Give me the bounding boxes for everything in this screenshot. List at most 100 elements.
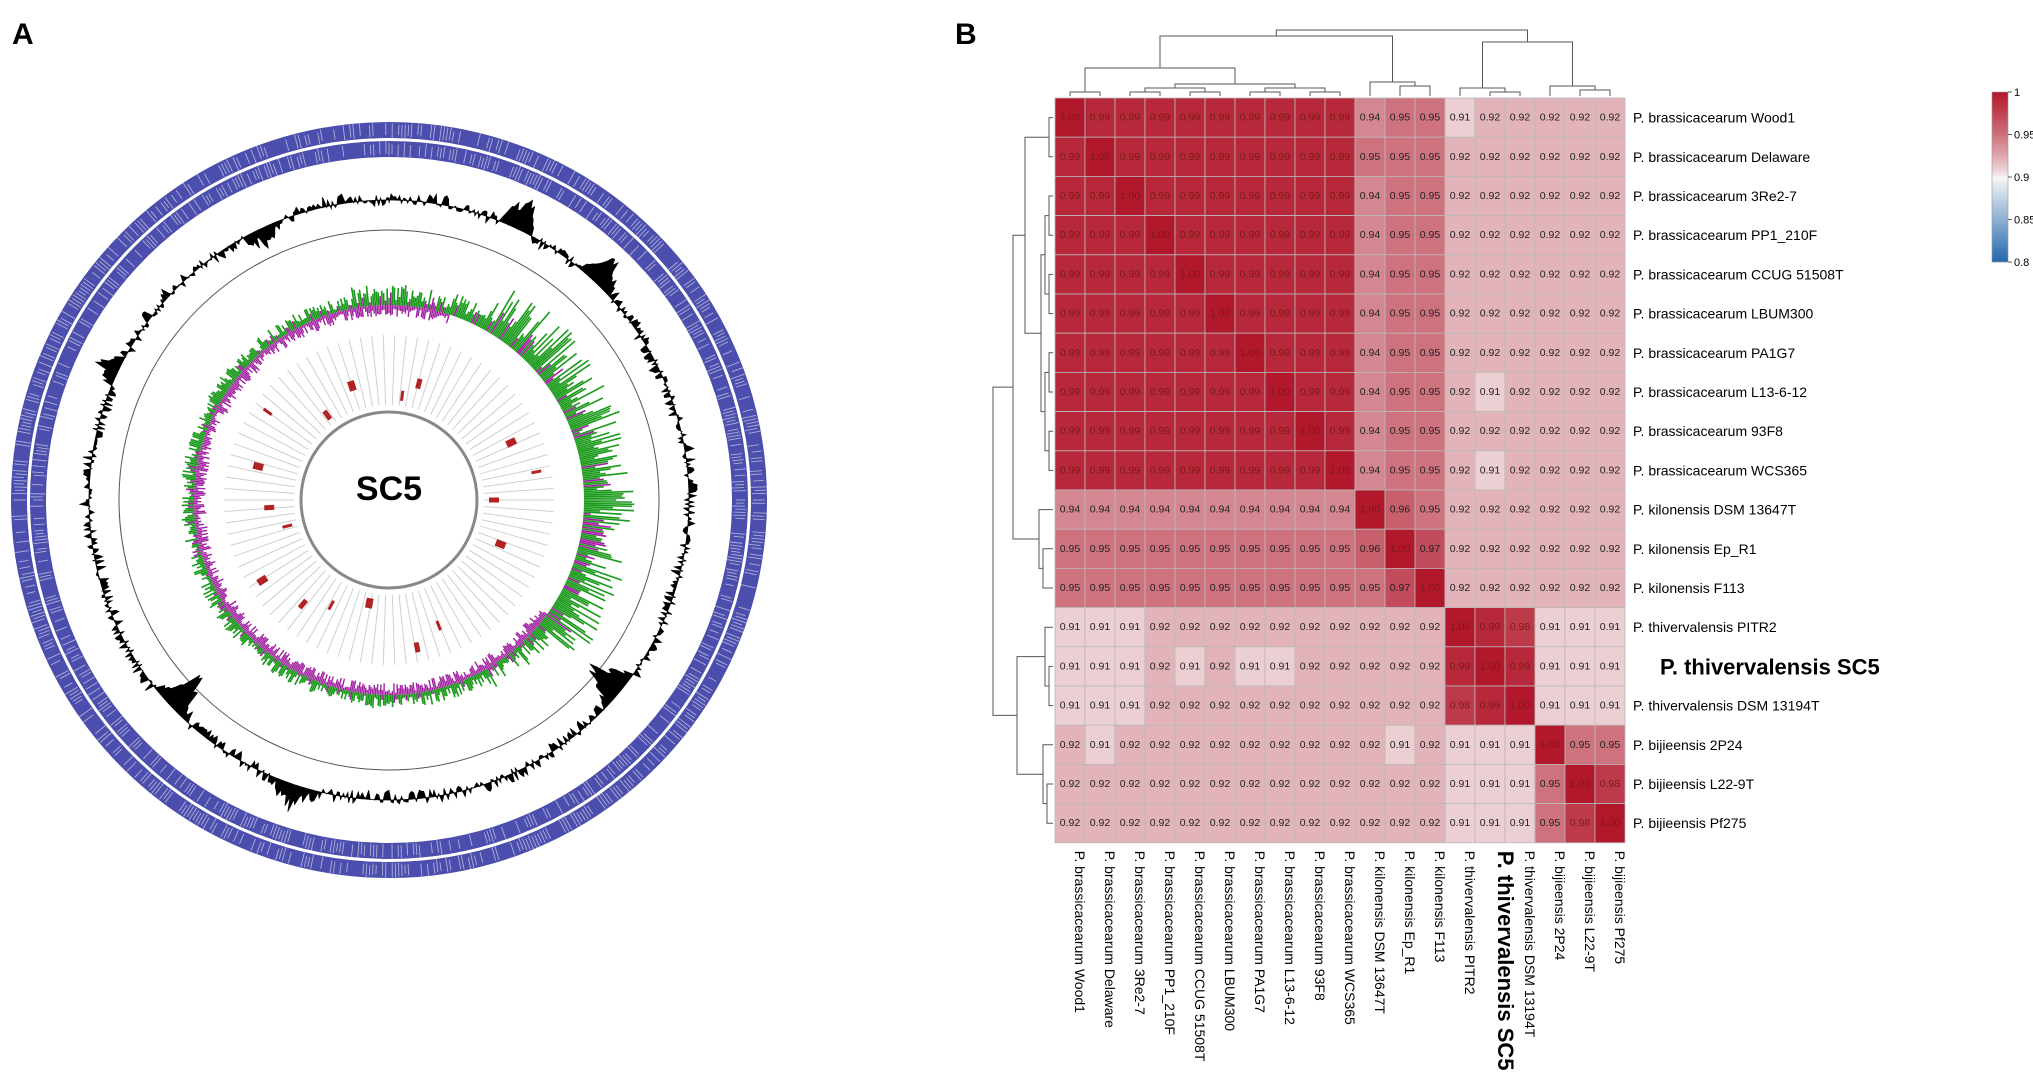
cell-value: 0.92 (1600, 229, 1621, 241)
gc-skew-bar (312, 306, 319, 319)
colorbar-segment (1992, 176, 2008, 178)
cds-gap (497, 139, 503, 154)
cds-gap (637, 250, 648, 261)
heatmap-cell (1204, 489, 1236, 530)
colorbar-segment (1992, 114, 2008, 116)
dendrogram-link (1159, 35, 1393, 82)
feature-guide (469, 549, 530, 588)
cds-gap (717, 386, 728, 391)
colorbar-tick-label: 1 (2014, 87, 2020, 99)
cds-gap (418, 844, 421, 858)
gc-skew-bar (538, 610, 547, 617)
heatmap-cell (1114, 450, 1146, 491)
cell-value: 0.99 (1300, 386, 1321, 398)
gc-skew-bar (520, 634, 527, 640)
cds-gap (412, 843, 415, 855)
gc-skew-bar (247, 639, 255, 647)
colorbar-segment (1992, 99, 2008, 101)
gc-content-plot (78, 192, 698, 812)
gc-skew-bar (541, 620, 554, 632)
row-label: P. thivervalensis SC5 (1660, 654, 1880, 679)
gc-skew-bar (369, 305, 373, 317)
feature-mark (252, 461, 264, 472)
gc-skew-bar (193, 552, 202, 557)
heatmap-cell (1144, 528, 1176, 569)
gc-skew-bar (257, 647, 263, 655)
cds-gap (545, 180, 553, 193)
gc-skew-bar (287, 663, 291, 668)
heatmap-cell (1264, 646, 1296, 687)
colorbar-segment (1992, 237, 2008, 239)
gc-skew-bar (533, 337, 569, 371)
cds-gap (68, 339, 81, 347)
cell-value: 0.98 (1450, 700, 1471, 712)
cell-value: 0.99 (1270, 112, 1291, 124)
dendrogram-link (1249, 91, 1281, 96)
dendrogram-link (1044, 215, 1049, 295)
gc-skew-bar (470, 311, 478, 324)
heatmap-cell (1594, 528, 1626, 569)
gc-skew-bar (328, 310, 332, 315)
heatmap-cell (1234, 215, 1266, 256)
gc-skew-bar (195, 477, 207, 480)
gc-skew-bar (516, 646, 529, 661)
gc-skew-bar (412, 682, 416, 694)
gc-skew-bar (235, 378, 240, 382)
cds-gap (696, 298, 705, 305)
cell-value: 0.91 (1570, 621, 1591, 633)
gc-skew-bar (566, 580, 590, 592)
gc-skew-bar (215, 587, 221, 591)
cds-separator (27, 138, 751, 862)
gc-skew-bar (364, 306, 367, 312)
colorbar-segment (1992, 103, 2008, 105)
feature-guide (269, 385, 322, 435)
cds-gap (67, 346, 77, 352)
gc-skew-bar (236, 360, 246, 369)
cds-gap (615, 784, 624, 795)
cds-gap (686, 281, 696, 289)
cell-value: 0.92 (1480, 229, 1501, 241)
dendrogram-link (1482, 41, 1573, 88)
gc-skew-bar (215, 409, 225, 415)
gc-skew-bar (271, 343, 276, 349)
cell-value: 0.95 (1120, 543, 1141, 555)
heatmap-cell (1324, 215, 1356, 256)
cds-gap (693, 329, 703, 336)
cds-gap (596, 796, 606, 809)
colorbar-segment (1992, 130, 2008, 132)
heatmap-cell (1534, 332, 1566, 373)
cds-gap (22, 408, 36, 413)
gc-skew-bar (359, 307, 363, 317)
heatmap-cell (1414, 175, 1446, 216)
gc-skew-bar (198, 439, 204, 443)
gc-skew-bar (308, 679, 316, 692)
heatmap-cell (1234, 685, 1266, 726)
gc-skew-bar (240, 372, 250, 382)
colorbar-segment (1992, 218, 2008, 220)
gc-skew-bar (240, 354, 251, 364)
gc-skew-bar (285, 668, 293, 679)
heatmap-cell (1594, 175, 1626, 216)
gc-skew-bar (197, 463, 209, 468)
gc-skew-bar (261, 351, 265, 354)
gc-skew-bar (257, 636, 267, 646)
colorbar-segment (1992, 150, 2008, 152)
colorbar-segment (1992, 145, 2008, 147)
cell-value: 0.95 (1300, 543, 1321, 555)
colorbar-segment (1992, 195, 2008, 197)
heatmap-cell (1234, 450, 1266, 491)
gc-skew-bar (326, 675, 331, 686)
gc-skew-bar (522, 624, 533, 634)
cds-gap (252, 817, 258, 829)
gc-skew-bar (553, 381, 575, 396)
gc-skew-bar (580, 454, 618, 464)
cds-gap (329, 860, 333, 873)
gc-skew-bar (484, 657, 492, 667)
cds-gap (596, 192, 605, 203)
cds-gap (71, 655, 83, 663)
cell-value: 0.91 (1480, 464, 1501, 476)
gc-skew-bar (455, 673, 460, 683)
gc-skew-bar (248, 364, 258, 374)
cell-value: 0.94 (1300, 504, 1321, 516)
cds-gap (320, 150, 324, 163)
